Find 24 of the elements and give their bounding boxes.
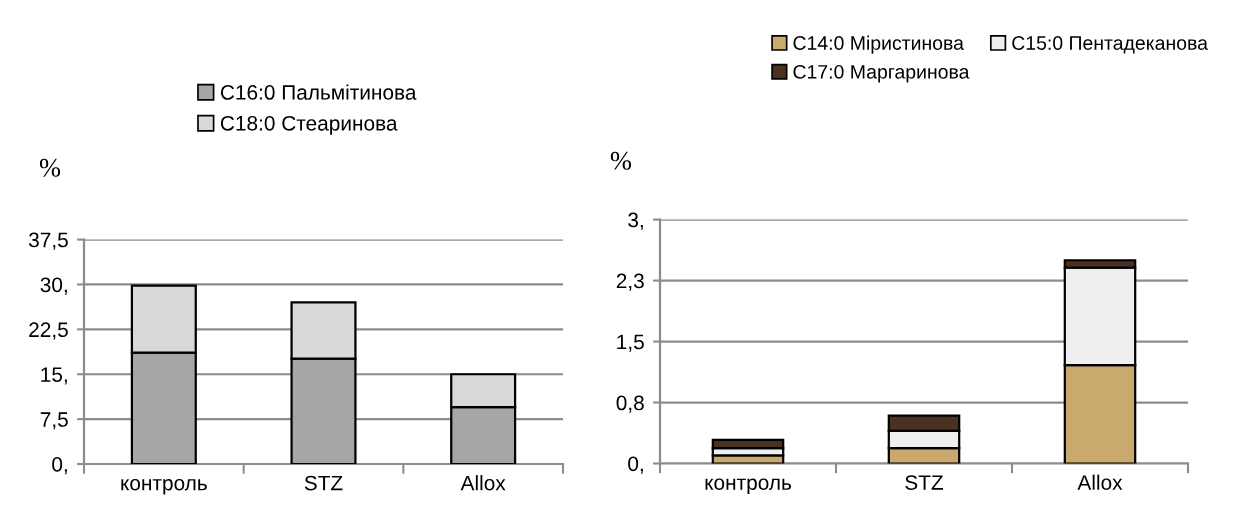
legend-label: C17:0 Маргаринова (793, 64, 970, 83)
y-tick-label: 15, (41, 367, 67, 385)
x-tick-label: контроль (705, 478, 791, 495)
y-tick-label: 3, (628, 212, 643, 230)
x-tick-label: контроль (121, 479, 207, 495)
legend-label: C18:0 Стеаринова (220, 115, 398, 135)
legend-label: C14:0 Міристинова (793, 35, 964, 54)
y-tick-label: 2,3 (616, 273, 644, 291)
legend-label: C15:0 Пентадеканова (1012, 36, 1208, 54)
y-tick-label: 0,8 (616, 395, 644, 413)
x-tick-label: STZ (905, 475, 944, 490)
y-tick-label: 37,5 (28, 232, 68, 250)
y-axis-title: % (39, 158, 61, 177)
y-axis-title: % (610, 151, 632, 170)
y-tick-label: 0, (628, 456, 643, 474)
y-tick-label: 30, (40, 277, 67, 295)
x-tick-label: Allox (460, 475, 506, 491)
y-tick-label: 0, (52, 457, 67, 475)
y-tick-label: 22,5 (29, 322, 68, 340)
legend-label: C16:0 Пальмітинова (220, 84, 417, 100)
x-tick-label: STZ (304, 475, 343, 491)
y-tick-label: 7,5 (40, 412, 68, 430)
x-tick-label: Allox (1077, 474, 1123, 490)
y-tick-label: 1,5 (617, 334, 644, 352)
